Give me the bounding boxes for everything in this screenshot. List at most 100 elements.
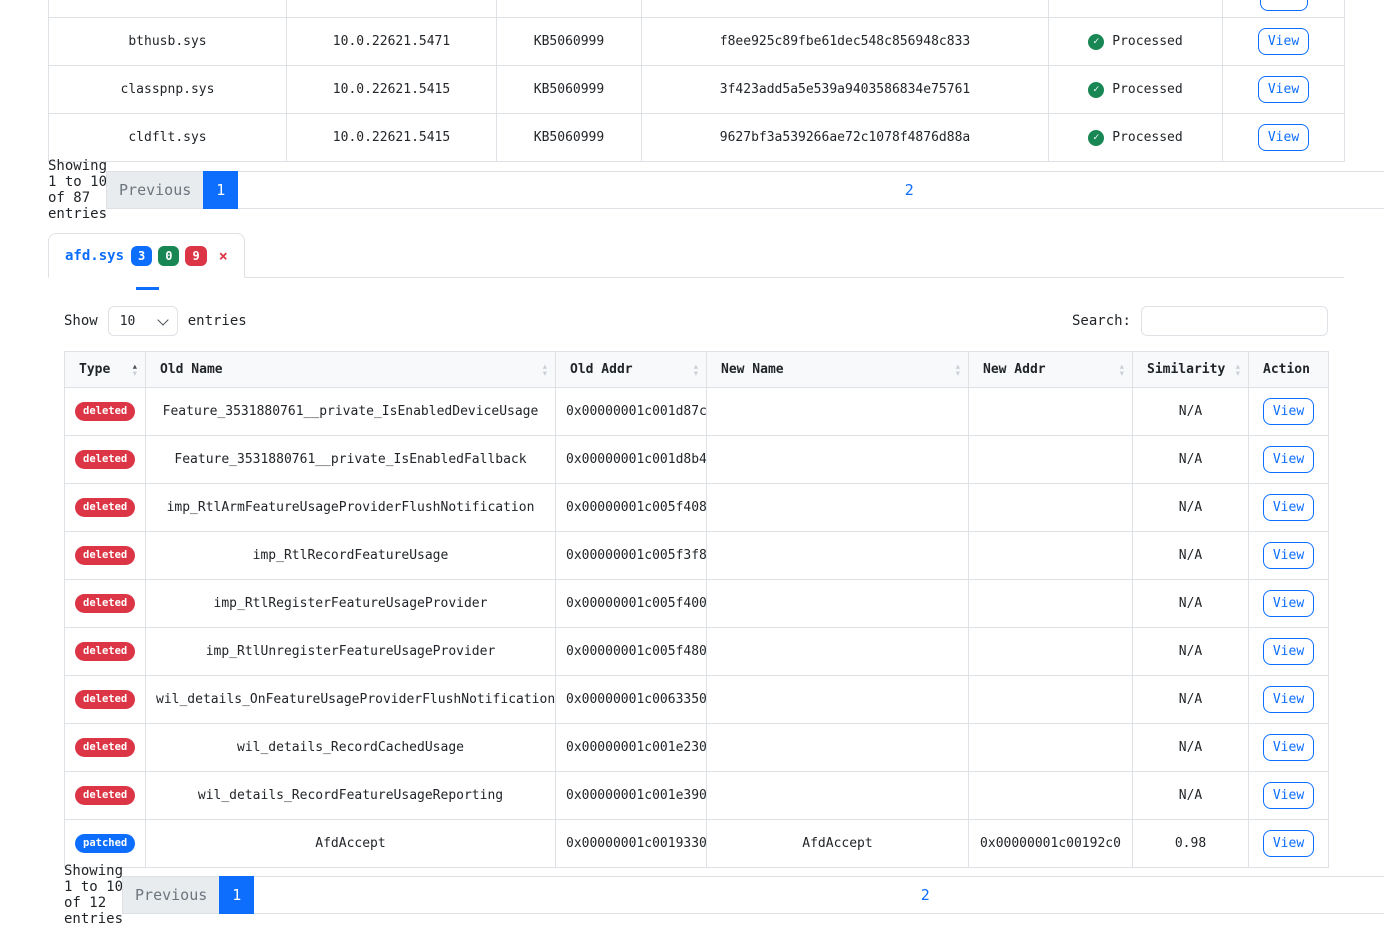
column-label: New Addr — [983, 362, 1046, 377]
type-badge: deleted — [75, 402, 136, 421]
type-badge: deleted — [75, 594, 136, 613]
type-badge: deleted — [75, 738, 136, 757]
close-icon[interactable]: × — [218, 246, 228, 265]
search-label: Search: — [1071, 313, 1131, 329]
column-header[interactable]: Type ▲ ▼ — [64, 351, 146, 388]
new-addr — [968, 531, 1133, 580]
active-tab-indicator — [136, 287, 159, 290]
type-badge: deleted — [75, 642, 136, 661]
new-name — [706, 579, 969, 628]
column-header[interactable]: Similarity ▲ ▼ — [1132, 351, 1249, 388]
view-button[interactable]: View — [1262, 830, 1315, 857]
diff-table-info: Showing 1 to 10 of 12 entries — [64, 863, 124, 927]
new-name: AfdAccept — [706, 819, 969, 868]
files-pagination: Previous 1 2 3 4 5 … 9 Next — [106, 171, 1384, 209]
old-name: imp_RtlRegisterFeatureUsageProvider — [145, 579, 556, 628]
view-button[interactable]: View — [1262, 782, 1315, 809]
view-button[interactable]: View — [1262, 734, 1315, 761]
column-header[interactable]: Old Name ▲ ▼ — [145, 351, 556, 388]
page-button[interactable]: Previous — [122, 876, 221, 914]
column-label: New Name — [721, 362, 784, 377]
old-addr: 0x00000001c005f408 — [555, 483, 707, 532]
type-badge: deleted — [75, 498, 136, 517]
similarity: N/A — [1132, 435, 1249, 484]
new-name — [706, 483, 969, 532]
diff-row: deleted Feature_3531880761__private_IsEn… — [64, 435, 1329, 484]
view-button[interactable]: View — [1262, 494, 1315, 521]
diff-pagination: Previous 1 2 Next — [122, 876, 1384, 914]
diff-row: patched AfdAccept 0x00000001c0019330 Afd… — [64, 819, 1329, 868]
tab-afd-sys[interactable]: afd.sys 3 0 9 × — [48, 233, 245, 278]
file-hash: f8ee925c89fbe61dec548c856948c833 — [641, 17, 1049, 66]
old-addr: 0x00000001c001d87c — [555, 387, 707, 436]
view-button[interactable]: View — [1262, 398, 1315, 425]
new-name — [706, 531, 969, 580]
old-addr: 0x00000001c005f3f8 — [555, 531, 707, 580]
old-name: imp_RtlRecordFeatureUsage — [145, 531, 556, 580]
page-button[interactable]: Previous — [106, 171, 205, 209]
type-badge: deleted — [75, 450, 136, 469]
view-button[interactable]: View — [1257, 124, 1310, 151]
new-addr — [968, 675, 1133, 724]
column-header[interactable]: New Name ▲ ▼ — [706, 351, 969, 388]
diff-row: deleted imp_RtlArmFeatureUsageProviderFl… — [64, 483, 1329, 532]
old-addr: 0x00000001c005f400 — [555, 579, 707, 628]
partial-row — [48, 0, 1345, 18]
column-header[interactable]: Old Addr ▲ ▼ — [555, 351, 707, 388]
sort-icon: ▲ ▼ — [693, 362, 698, 377]
similarity: N/A — [1132, 723, 1249, 772]
page-button[interactable]: 2 — [237, 171, 1384, 209]
check-circle-icon: ✓ — [1088, 129, 1105, 146]
page-button[interactable]: 1 — [203, 171, 239, 209]
old-name: wil_details_OnFeatureUsageProviderFlushN… — [145, 675, 556, 724]
view-button[interactable]: View — [1262, 542, 1315, 569]
files-table: bthusb.sys 10.0.22621.5471 KB5060999 f8e… — [48, 0, 1345, 162]
column-label: Old Name — [160, 362, 223, 377]
diff-panel: Show 10 entries Search: — [48, 306, 1384, 927]
count-badge: 9 — [185, 245, 207, 266]
status-badge: ✓ Processed — [1088, 33, 1183, 50]
type-badge: deleted — [75, 690, 136, 709]
page: bthusb.sys 10.0.22621.5471 KB5060999 f8e… — [0, 0, 1344, 914]
search-input[interactable] — [1141, 306, 1328, 336]
column-label: Type — [79, 362, 111, 377]
new-addr — [968, 579, 1133, 628]
view-button[interactable]: View — [1257, 76, 1310, 103]
sort-icon: ▲ ▼ — [1235, 362, 1240, 377]
page-size-select[interactable]: 10 — [107, 306, 178, 336]
old-addr: 0x00000001c0019330 — [555, 819, 707, 868]
view-button[interactable]: View — [1262, 590, 1315, 617]
old-addr: 0x00000001c001d8b4 — [555, 435, 707, 484]
file-name: classpnp.sys — [48, 65, 287, 114]
new-addr: 0x00000001c00192c0 — [968, 819, 1133, 868]
status-badge: ✓ Processed — [1088, 129, 1183, 146]
view-button[interactable]: View — [1262, 638, 1315, 665]
similarity: N/A — [1132, 531, 1249, 580]
tab-badges: 3 0 9 — [131, 245, 207, 266]
view-button[interactable]: View — [1262, 686, 1315, 713]
view-button[interactable]: View — [1257, 28, 1310, 55]
status-text: Processed — [1112, 82, 1183, 98]
diff-row: deleted wil_details_RecordFeatureUsageRe… — [64, 771, 1329, 820]
view-button[interactable]: View — [1262, 446, 1315, 473]
file-row: bthusb.sys 10.0.22621.5471 KB5060999 f8e… — [48, 17, 1345, 66]
entries-label: entries — [187, 313, 247, 329]
new-name — [706, 435, 969, 484]
page-button[interactable]: 1 — [219, 876, 255, 914]
column-header[interactable]: New Addr ▲ ▼ — [968, 351, 1133, 388]
type-badge: patched — [75, 834, 136, 853]
sort-icon: ▲ ▼ — [542, 362, 547, 377]
view-button-clipped[interactable] — [1259, 0, 1308, 11]
old-name: wil_details_RecordCachedUsage — [145, 723, 556, 772]
similarity: N/A — [1132, 627, 1249, 676]
diff-row: deleted wil_details_OnFeatureUsageProvid… — [64, 675, 1329, 724]
column-header[interactable]: Action ▲▼ — [1248, 351, 1329, 388]
status-text: Processed — [1112, 130, 1183, 146]
sort-icon: ▲ ▼ — [955, 362, 960, 377]
status-badge: ✓ Processed — [1088, 81, 1183, 98]
new-addr — [968, 435, 1133, 484]
function-diff-table: Type ▲ ▼ Old Name ▲ ▼ Old Addr ▲ ▼ — [64, 351, 1329, 868]
old-addr: 0x00000001c0063350 — [555, 675, 707, 724]
column-label: Old Addr — [570, 362, 633, 377]
page-button[interactable]: 2 — [253, 876, 1384, 914]
